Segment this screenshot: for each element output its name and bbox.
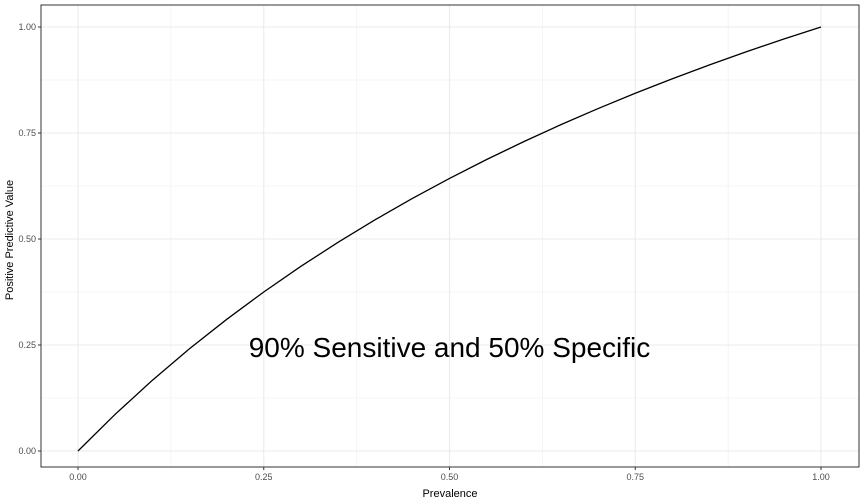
y-tick-label: 0.75 [18, 128, 36, 138]
chart-annotation: 90% Sensitive and 50% Specific [249, 332, 651, 363]
x-tick-label: 1.00 [812, 472, 830, 482]
x-tick-label: 0.75 [626, 472, 644, 482]
x-tick-label: 0.25 [255, 472, 273, 482]
y-tick-label: 0.00 [18, 446, 36, 456]
ppv-series-line [77, 26, 822, 452]
major-gridlines [41, 5, 859, 467]
y-tick-label: 0.50 [18, 234, 36, 244]
x-axis-title: Prevalence [422, 488, 477, 500]
x-tick-label: 0.50 [441, 472, 459, 482]
x-tick-label: 0.00 [69, 472, 87, 482]
y-tick-label: 0.25 [18, 340, 36, 350]
x-axis-ticks: 0.00 0.25 0.50 0.75 1.00 [69, 467, 830, 482]
y-axis-title: Positive Predictive Value [4, 180, 16, 300]
y-tick-label: 1.00 [18, 22, 36, 32]
y-axis-ticks: 0.00 0.25 0.50 0.75 1.00 [18, 22, 41, 456]
